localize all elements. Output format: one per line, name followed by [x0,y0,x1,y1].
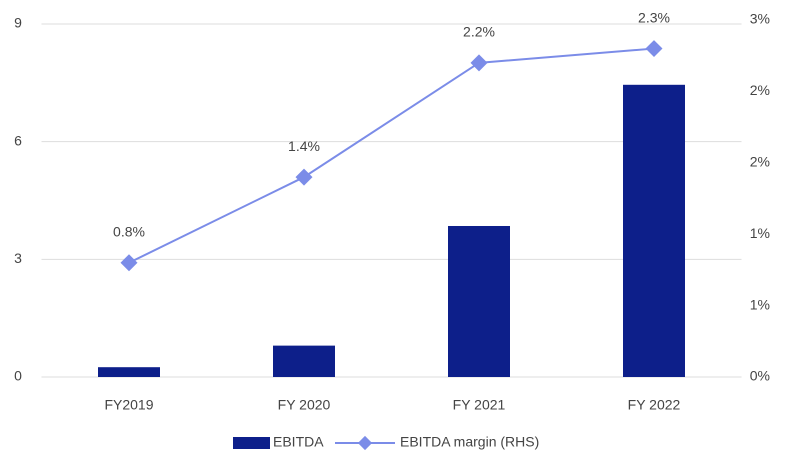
bar [448,225,510,377]
data-label: 1.4% [288,138,320,154]
marker [295,168,313,186]
y-tick-label: 9 [14,15,22,31]
marker [470,54,488,72]
x-tick-label: FY 2022 [628,397,681,413]
legend-label: EBITDA margin (RHS) [400,434,539,450]
y2-tick-label: 2% [750,82,770,98]
marker [645,40,663,58]
bar [623,84,685,378]
data-label: 2.3% [638,9,670,25]
data-label: 0.8% [113,223,145,239]
y-tick-label: 3 [14,250,22,266]
legend-marker [357,435,373,451]
marker [120,254,138,272]
y2-tick-label: 2% [750,154,770,170]
legend-swatch [233,437,270,449]
bar [273,345,335,377]
y2-tick-label: 1% [750,296,770,312]
bar [98,367,160,377]
x-tick-label: FY 2020 [278,397,331,413]
y-tick-label: 6 [14,132,22,148]
legend-label: EBITDA [273,434,324,450]
y2-tick-label: 3% [750,11,770,27]
y2-tick-label: 0% [750,368,770,384]
y2-tick-label: 1% [750,225,770,241]
data-label: 2.2% [463,24,495,40]
line [128,47,655,264]
x-tick-label: FY 2021 [453,397,506,413]
x-tick-label: FY2019 [104,397,153,413]
y-tick-label: 0 [14,368,22,384]
